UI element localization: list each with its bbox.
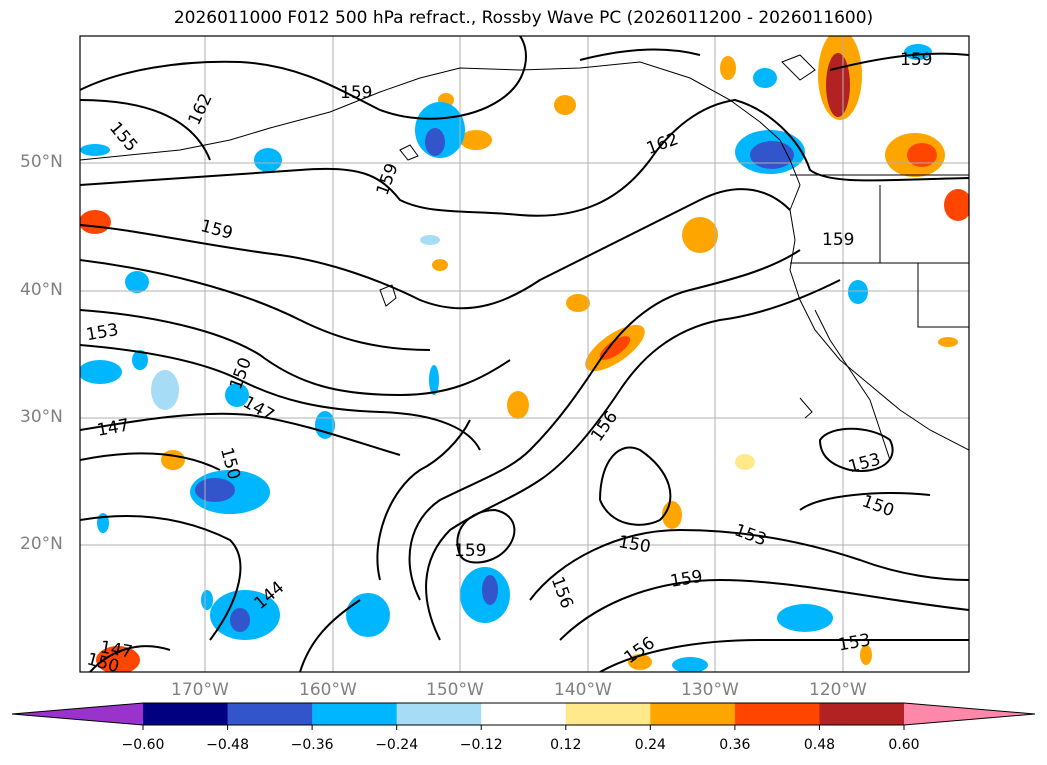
warm-patch bbox=[96, 646, 140, 672]
contour-lines bbox=[80, 36, 969, 672]
colorbar-segment bbox=[312, 703, 398, 725]
colorbar-tick-label: 0.48 bbox=[803, 737, 836, 753]
cool-patch bbox=[195, 478, 235, 502]
colorbar-segment bbox=[734, 703, 820, 725]
colorbar-tick-label: 0.24 bbox=[634, 737, 666, 753]
warm-patch bbox=[938, 337, 958, 347]
colorbar-segment bbox=[565, 703, 651, 725]
colorbar bbox=[11, 702, 1036, 730]
warm-patch bbox=[80, 210, 111, 234]
contour-label: 159 bbox=[900, 50, 932, 70]
warm-patch bbox=[907, 143, 937, 167]
warm-patch bbox=[432, 259, 448, 271]
warm-patch bbox=[944, 189, 969, 221]
cool-patch bbox=[672, 657, 708, 672]
lat-label: 40°N bbox=[20, 280, 63, 300]
colorbar-tick-label: 0.12 bbox=[550, 737, 582, 753]
colorbar-extend-right bbox=[904, 703, 1035, 725]
cool-patch bbox=[753, 68, 777, 88]
cool-patch bbox=[346, 593, 390, 637]
warm-patch bbox=[720, 56, 736, 80]
contour-label: 159 bbox=[822, 230, 854, 250]
cool-patch bbox=[80, 144, 110, 156]
colorbar-ticks bbox=[142, 725, 905, 730]
cool-patch bbox=[425, 128, 445, 156]
colorbar-tick-label: 0.60 bbox=[888, 737, 920, 753]
cool-patch bbox=[254, 148, 282, 172]
warm-patch bbox=[682, 217, 718, 253]
lon-label: 160°W bbox=[299, 680, 357, 700]
warm-patch bbox=[554, 95, 576, 115]
coastlines bbox=[80, 54, 969, 461]
warm-patch bbox=[860, 645, 872, 665]
warm-patch bbox=[507, 391, 529, 419]
map-title: 2026011000 F012 500 hPa refract., Rossby… bbox=[173, 8, 874, 28]
contour-label: 159 bbox=[454, 541, 486, 561]
warm-patch bbox=[460, 130, 492, 150]
cool-patch bbox=[848, 280, 868, 304]
cool-patch bbox=[482, 575, 498, 605]
lat-label: 20°N bbox=[20, 534, 63, 554]
warm-patch bbox=[599, 336, 631, 360]
cool-patch bbox=[201, 590, 213, 610]
colorbar-segment bbox=[650, 703, 736, 725]
colorbar-tick-label: −0.60 bbox=[121, 737, 165, 753]
colorbar-tick-label: −0.12 bbox=[459, 737, 503, 753]
cool-patch bbox=[750, 141, 794, 169]
warm-patch bbox=[826, 53, 850, 117]
cool-patch bbox=[420, 235, 440, 245]
colorbar-segments bbox=[143, 703, 905, 725]
cool-patch bbox=[777, 604, 833, 632]
lat-label: 50°N bbox=[20, 152, 63, 172]
lon-label: 170°W bbox=[171, 680, 229, 700]
colorbar-tick-label: −0.36 bbox=[290, 737, 334, 753]
lon-label: 150°W bbox=[426, 680, 484, 700]
lon-label: 130°W bbox=[681, 680, 739, 700]
cool-patch bbox=[429, 365, 439, 395]
colorbar-segment bbox=[143, 703, 229, 725]
colorbar-segment bbox=[396, 703, 482, 725]
warm-patch bbox=[735, 454, 755, 470]
warm-patch bbox=[662, 501, 682, 529]
colorbar-tick-label: 0.36 bbox=[719, 737, 751, 753]
lon-label: 140°W bbox=[554, 680, 612, 700]
colorbar-segment bbox=[819, 703, 905, 725]
plot-frame bbox=[79, 35, 970, 673]
colorbar-segment bbox=[227, 703, 313, 725]
lon-label: 120°W bbox=[809, 680, 867, 700]
cool-patch bbox=[132, 350, 148, 370]
cool-patch bbox=[151, 370, 179, 410]
cool-patch bbox=[80, 360, 122, 384]
colorbar-tick-label: −0.48 bbox=[206, 737, 249, 753]
colorbar-tick-label: −0.24 bbox=[375, 737, 419, 753]
contour-label: 159 bbox=[340, 83, 372, 103]
gridlines bbox=[80, 36, 969, 672]
plot-area bbox=[80, 36, 969, 672]
warm-patch bbox=[161, 450, 185, 470]
cool-patch bbox=[225, 383, 249, 407]
colorbar-segment bbox=[481, 703, 567, 725]
colorbar-extend-left bbox=[12, 703, 143, 725]
warm-patch bbox=[566, 294, 590, 312]
lat-label: 30°N bbox=[20, 407, 63, 427]
cool-patch bbox=[230, 608, 250, 632]
cool-patch bbox=[125, 271, 149, 293]
